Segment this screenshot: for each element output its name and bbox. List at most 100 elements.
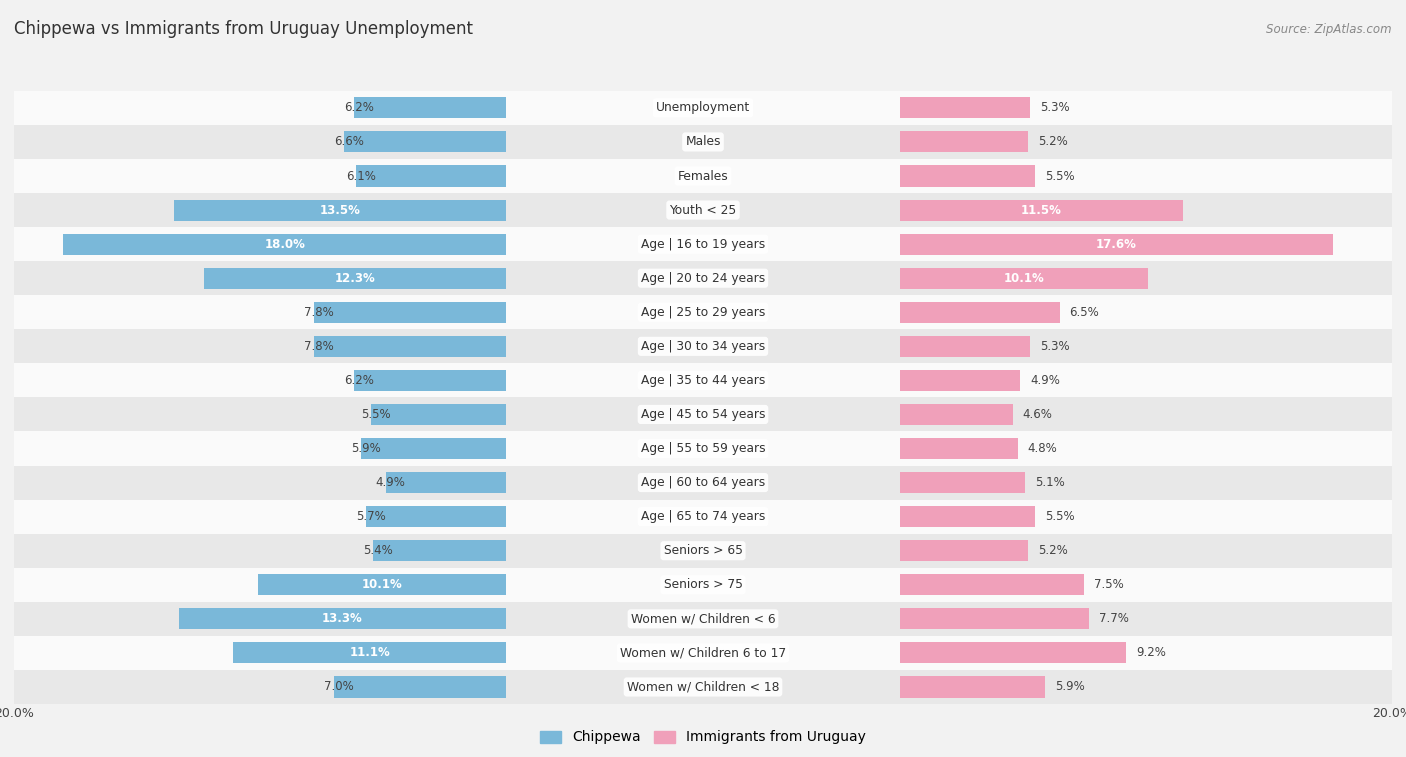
Text: 11.1%: 11.1% [349,646,389,659]
Bar [366,506,506,527]
Bar [900,677,1045,697]
Bar [900,329,1392,363]
Text: Seniors > 75: Seniors > 75 [664,578,742,591]
Bar [900,370,1021,391]
Bar [14,602,506,636]
Text: Females: Females [678,170,728,182]
Bar [900,261,1392,295]
Bar [900,575,1084,595]
Bar [900,125,1392,159]
Bar [900,98,1031,118]
Bar [374,540,506,561]
Bar [900,466,1392,500]
Bar [506,397,900,431]
Bar [900,404,1014,425]
Bar [14,670,506,704]
Legend: Chippewa, Immigrants from Uruguay: Chippewa, Immigrants from Uruguay [534,725,872,750]
Text: 18.0%: 18.0% [264,238,305,251]
Text: 6.2%: 6.2% [344,101,374,114]
Bar [506,159,900,193]
Bar [900,166,1035,186]
Bar [14,125,506,159]
Bar [14,91,506,125]
Bar [900,302,1060,322]
Text: 5.9%: 5.9% [1054,681,1084,693]
Bar [257,575,506,595]
Bar [179,609,506,629]
Bar [900,227,1392,261]
Text: Unemployment: Unemployment [655,101,751,114]
Bar [900,568,1392,602]
Text: Source: ZipAtlas.com: Source: ZipAtlas.com [1267,23,1392,36]
Bar [14,159,506,193]
Bar [506,670,900,704]
Bar [14,431,506,466]
Bar [315,302,506,322]
Bar [14,500,506,534]
Text: 5.7%: 5.7% [356,510,385,523]
Bar [900,540,1028,561]
Text: Age | 65 to 74 years: Age | 65 to 74 years [641,510,765,523]
Text: 7.5%: 7.5% [1094,578,1123,591]
Bar [900,91,1392,125]
Text: 5.5%: 5.5% [361,408,391,421]
Bar [900,602,1392,636]
Bar [354,98,506,118]
Bar [900,200,1182,220]
Text: Age | 30 to 34 years: Age | 30 to 34 years [641,340,765,353]
Text: Chippewa vs Immigrants from Uruguay Unemployment: Chippewa vs Immigrants from Uruguay Unem… [14,20,472,38]
Text: Women w/ Children 6 to 17: Women w/ Children 6 to 17 [620,646,786,659]
Bar [900,472,1025,493]
Bar [900,193,1392,227]
Text: 4.8%: 4.8% [1028,442,1057,455]
Bar [204,268,506,288]
Text: Youth < 25: Youth < 25 [669,204,737,217]
Bar [506,534,900,568]
Text: 9.2%: 9.2% [1136,646,1166,659]
Bar [356,166,506,186]
Text: 12.3%: 12.3% [335,272,375,285]
Text: 13.3%: 13.3% [322,612,363,625]
Text: 7.7%: 7.7% [1099,612,1129,625]
Text: Seniors > 65: Seniors > 65 [664,544,742,557]
Text: 13.5%: 13.5% [319,204,360,217]
Text: 6.1%: 6.1% [346,170,375,182]
Text: 6.5%: 6.5% [1070,306,1099,319]
Bar [14,636,506,670]
Bar [900,159,1392,193]
Bar [506,193,900,227]
Bar [506,636,900,670]
Bar [900,438,1018,459]
Bar [506,295,900,329]
Text: 6.2%: 6.2% [344,374,374,387]
Bar [900,500,1392,534]
Bar [900,336,1031,357]
Bar [900,234,1333,254]
Text: 6.6%: 6.6% [335,136,364,148]
Text: Age | 25 to 29 years: Age | 25 to 29 years [641,306,765,319]
Bar [900,670,1392,704]
Bar [371,404,506,425]
Bar [900,397,1392,431]
Text: 17.6%: 17.6% [1095,238,1137,251]
Bar [14,329,506,363]
Bar [506,602,900,636]
Bar [354,370,506,391]
Bar [14,295,506,329]
Bar [506,568,900,602]
Text: 5.2%: 5.2% [1038,544,1067,557]
Bar [14,227,506,261]
Bar [900,295,1392,329]
Text: Males: Males [685,136,721,148]
Bar [14,534,506,568]
Bar [315,336,506,357]
Bar [233,643,506,663]
Bar [506,329,900,363]
Bar [506,500,900,534]
Bar [385,472,506,493]
Bar [174,200,506,220]
Text: 5.9%: 5.9% [352,442,381,455]
Text: 7.0%: 7.0% [325,681,354,693]
Text: 4.6%: 4.6% [1024,408,1053,421]
Bar [506,466,900,500]
